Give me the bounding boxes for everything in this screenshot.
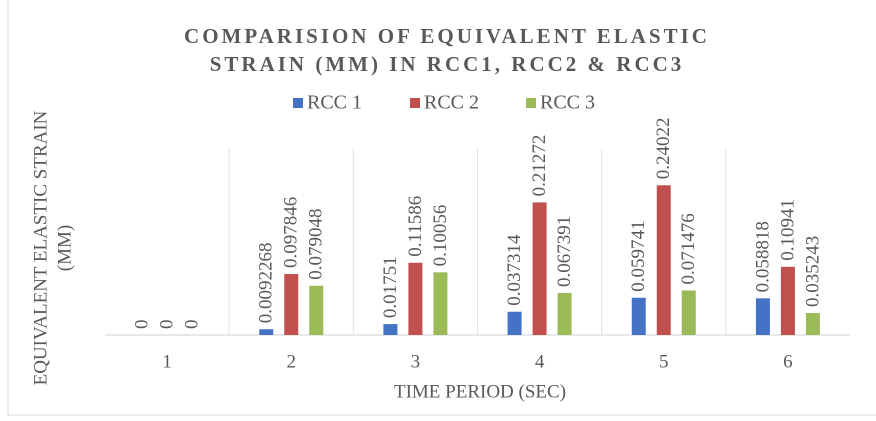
data-label: 0.035243 — [802, 236, 823, 307]
y-axis-label: EQUIVALENT ELASTIC STRAIN — [30, 110, 51, 385]
x-tick-label: 1 — [162, 351, 172, 372]
data-label: 0.037314 — [504, 234, 525, 306]
legend-label: RCC 3 — [540, 92, 595, 114]
bar — [507, 311, 522, 335]
legend-swatch — [410, 98, 420, 108]
data-label: 0.071476 — [678, 213, 699, 284]
legend-label: RCC 2 — [424, 92, 479, 114]
bar — [259, 329, 274, 335]
data-label: 0.21272 — [529, 135, 550, 197]
bar — [532, 202, 547, 335]
bar — [383, 324, 398, 335]
data-label: 0.24022 — [653, 118, 674, 180]
data-label: 0.058818 — [752, 221, 773, 292]
data-label: 0.067391 — [554, 216, 575, 287]
x-tick-label: 3 — [411, 351, 421, 372]
data-label: 0 — [131, 320, 152, 330]
x-axis-label: TIME PERIOD (SEC) — [394, 381, 566, 402]
bar — [408, 262, 423, 335]
data-label: 0.079048 — [306, 208, 327, 279]
bar — [755, 298, 770, 335]
bar — [681, 290, 696, 335]
bar — [557, 292, 572, 335]
data-label: 0.10941 — [777, 199, 798, 261]
data-label: 0.059741 — [628, 221, 649, 292]
bar — [309, 285, 324, 335]
bar — [433, 272, 448, 335]
data-label: 0.0092268 — [256, 242, 277, 323]
data-label: 0.01751 — [380, 256, 401, 318]
bar — [631, 297, 646, 335]
legend-label: RCC 1 — [307, 92, 362, 114]
data-label: 0 — [181, 320, 202, 330]
bar — [805, 313, 820, 335]
chart-title: STRAIN (MM) IN RCC1, RCC2 & RCC3 — [210, 52, 685, 76]
x-tick-label: 6 — [783, 351, 793, 372]
data-label: 0.097846 — [281, 197, 302, 268]
bar — [780, 266, 795, 335]
legend-swatch — [293, 98, 303, 108]
legend-swatch — [526, 98, 536, 108]
chart-title: COMPARISION OF EQUIVALENT ELASTIC — [184, 24, 710, 48]
chart-frame — [7, 0, 876, 416]
data-label: 0.11586 — [405, 196, 426, 257]
data-label: 0 — [156, 320, 177, 330]
x-tick-label: 5 — [659, 351, 669, 372]
y-axis-label: (MM) — [54, 225, 75, 271]
bar — [284, 274, 299, 335]
bar — [656, 185, 671, 335]
x-tick-label: 4 — [535, 351, 545, 372]
x-tick-label: 2 — [287, 351, 297, 372]
data-label: 0.10056 — [430, 205, 451, 267]
